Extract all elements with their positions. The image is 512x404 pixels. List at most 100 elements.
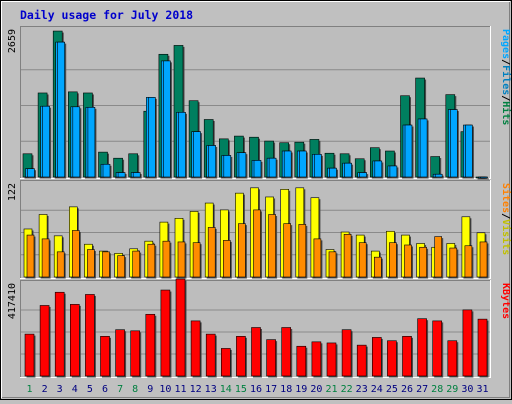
bar-kbytes [130,330,140,377]
bar-sites [283,223,292,278]
bar-sites [162,240,171,278]
legend-hits-files-pages-part: Pages [500,29,511,59]
bar-sites [72,230,80,278]
x-tick-label: 24 [371,384,383,395]
legend-hits-files-pages: Pages/Files/Hits [500,29,512,125]
y-max-label-kbytes: 417410 [7,283,18,319]
x-tick-label: 5 [87,384,93,395]
bar-kbytes [100,336,110,377]
bar-pages [434,173,443,178]
bar-sites [298,224,307,278]
bar-pages [480,176,488,179]
bar-sites [373,256,382,278]
bar-pages [314,154,322,178]
bar-pages [72,106,81,178]
bar-sites [389,242,397,278]
bar-pages [148,97,156,178]
bar-sites [404,244,412,278]
bar-kbytes [356,344,367,377]
bar-pages [283,150,292,178]
bar-kbytes [402,336,412,377]
bar-pages [223,155,232,178]
bar-pages [465,124,473,178]
x-tick-label: 15 [235,384,247,395]
bar-pages [298,150,307,178]
y-max-label-hits-files-pages: 2659 [7,29,18,53]
bar-kbytes [326,342,337,377]
bar-sites [177,241,186,278]
bar-sites [434,236,443,278]
bar-kbytes [175,278,186,377]
legend-hits-files-pages-part: Files [500,65,512,95]
bar-pages [404,124,413,178]
bar-sites [102,251,110,278]
bar-pages [238,152,247,178]
bar-pages [42,105,50,178]
x-tick-label: 7 [117,384,123,395]
x-tick-label: 22 [341,384,353,395]
bar-sites [41,238,50,278]
bar-pages [178,112,186,178]
x-tick-label: 21 [325,384,337,395]
x-tick-label: 12 [190,384,202,395]
bar-kbytes [85,294,95,377]
x-tick-label: 23 [356,384,368,395]
bar-kbytes [266,339,276,377]
bar-pages [253,160,262,178]
x-tick-label: 8 [132,384,138,395]
x-tick-label: 31 [476,384,488,395]
x-tick-label: 13 [205,384,217,395]
bar-pages [374,160,383,178]
bar-sites [479,241,488,278]
bar-pages-shadow [482,178,489,180]
legend-visits-sites-part: Sites [500,183,512,213]
x-tick-label: 19 [295,384,307,395]
bar-kbytes [221,348,231,377]
bar-kbytes [432,320,443,377]
bar-sites [207,227,216,278]
legend-visits-sites-part: / [500,213,511,219]
bar-kbytes [477,318,488,377]
bar-pages [419,118,428,178]
bar-kbytes [371,337,382,377]
x-tick-label: 20 [310,384,322,395]
bar-sites [313,238,322,278]
bar-sites [358,242,367,278]
bar-sites [117,255,125,278]
bar-sites [343,234,352,278]
bar-pages [117,172,126,178]
x-tick-label: 4 [72,384,78,395]
x-tick-label: 1 [26,384,32,395]
bar-pages [87,107,96,178]
bar-sites [419,246,427,278]
x-tick-label: 27 [416,384,428,395]
x-tick-label: 29 [446,384,458,395]
bar-pages [268,157,277,178]
bar-pages [449,109,458,178]
bar-pages [57,41,66,178]
bar-kbytes [236,336,246,377]
legend-hits-files-pages-part: Hits [500,101,512,125]
bar-kbytes [160,289,171,377]
bar-pages [193,131,201,178]
bar-sites [238,223,246,278]
bar-kbytes [54,291,65,377]
legend-kbytes: KBytes [500,283,511,319]
x-tick-label: 26 [401,384,413,395]
bar-sites [26,234,35,278]
bar-sites [253,209,261,278]
bar-kbytes [341,329,352,377]
x-tick-label: 17 [265,384,277,395]
bar-kbytes [417,318,427,377]
bar-kbytes [387,340,397,377]
legend-visits-sites: Sites/Visits [500,183,512,255]
x-tick-label: 14 [220,384,232,395]
bar-hits [430,156,441,178]
bar-pages [132,172,141,178]
bar-pages [163,60,171,178]
bar-kbytes [70,304,80,377]
bar-pages [359,172,368,178]
bar-pages [208,145,216,178]
x-tick-label: 25 [386,384,398,395]
